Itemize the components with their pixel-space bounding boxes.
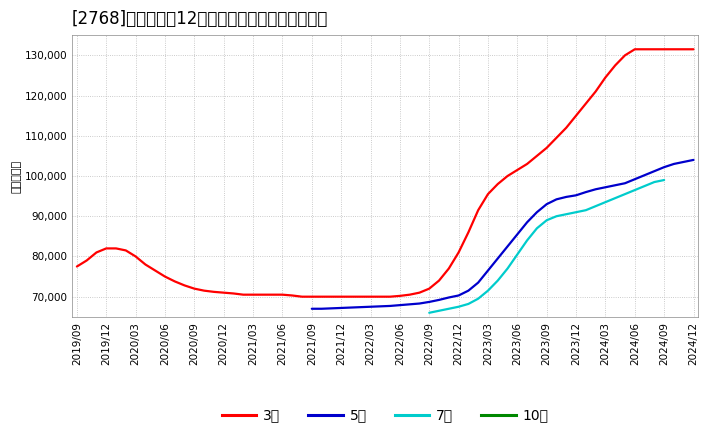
Legend: 3年, 5年, 7年, 10年: 3年, 5年, 7年, 10年 <box>216 403 554 428</box>
Y-axis label: （百万円）: （百万円） <box>12 159 22 193</box>
Text: [2768]　経常利益12か月移動合計の平均値の推移: [2768] 経常利益12か月移動合計の平均値の推移 <box>72 10 328 28</box>
